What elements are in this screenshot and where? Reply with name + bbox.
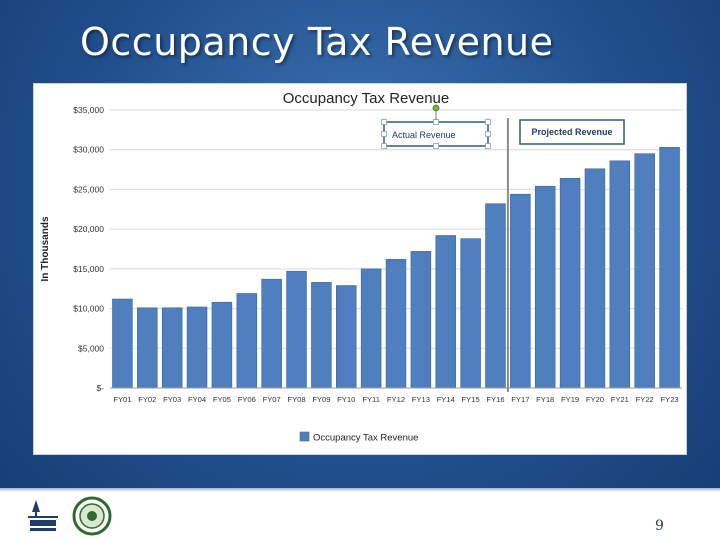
- y-tick-label: $20,000: [73, 224, 104, 234]
- bar: [211, 301, 233, 389]
- selection-handle: [485, 131, 491, 137]
- selection-handle: [485, 119, 491, 125]
- y-tick-label: $30,000: [73, 145, 104, 155]
- bar: [161, 307, 183, 389]
- x-tick-label: FY08: [287, 395, 305, 404]
- county-seal-logo: [72, 496, 112, 536]
- legend-label: Occupancy Tax Revenue: [313, 433, 418, 444]
- bar: [510, 193, 531, 389]
- bar: [261, 278, 282, 389]
- y-axis-label: In Thousands: [40, 216, 51, 281]
- bar: [534, 185, 556, 389]
- bar: [286, 270, 307, 389]
- x-tick-label: FY07: [263, 395, 281, 404]
- x-tick-label: FY19: [561, 395, 579, 404]
- legend-swatch: [299, 431, 310, 442]
- x-tick-label: FY15: [462, 395, 480, 404]
- rotation-handle: [432, 104, 440, 112]
- x-tick-label: FY20: [586, 395, 604, 404]
- x-tick-label: FY21: [611, 395, 629, 404]
- x-tick-label: FY09: [312, 395, 330, 404]
- x-tick-label: FY06: [238, 395, 256, 404]
- bar: [634, 153, 655, 389]
- y-tick-label: $5,000: [78, 343, 104, 353]
- bar: [410, 251, 432, 389]
- bar: [137, 307, 158, 389]
- chart-frame: Occupancy Tax Revenue $- $5,000 $10,000 $15,…: [34, 84, 686, 454]
- annotation-projected-box: [519, 119, 625, 145]
- x-tick-label: FY02: [138, 395, 156, 404]
- y-tick-label: $25,000: [73, 184, 104, 194]
- x-tick-label: FY23: [660, 395, 678, 404]
- bar: [609, 160, 631, 389]
- bar: [385, 259, 407, 389]
- x-tick-label: FY13: [412, 395, 430, 404]
- bar: [336, 285, 357, 389]
- annotation-projected-label: Projected Revenue: [531, 127, 612, 137]
- bar: [311, 282, 332, 389]
- annotation-actual-label: Actual Revenue: [392, 130, 456, 140]
- y-tick-label: $35,000: [73, 105, 104, 115]
- bar: [584, 168, 606, 389]
- wake-county-logo: [28, 500, 58, 531]
- x-tick-label: FY11: [362, 395, 380, 404]
- x-tick-label: FY05: [213, 395, 231, 404]
- x-tick-label: FY04: [188, 395, 206, 404]
- bar: [659, 147, 680, 389]
- bar: [559, 178, 581, 389]
- bar: [112, 298, 133, 389]
- x-tick-label: FY17: [511, 395, 529, 404]
- y-tick-label: $-: [96, 383, 104, 393]
- x-tick-label: FY10: [337, 395, 355, 404]
- bar: [485, 203, 506, 389]
- footer-band: [0, 488, 720, 540]
- page-number: 9: [655, 518, 664, 534]
- x-tick-label: FY22: [636, 395, 654, 404]
- chart-title: Occupancy Tax Revenue: [283, 90, 450, 107]
- y-tick-label: $10,000: [73, 304, 104, 314]
- x-tick-label: FY16: [486, 395, 504, 404]
- bar: [360, 268, 382, 389]
- x-tick-label: FY14: [437, 395, 455, 404]
- selection-handle: [433, 119, 439, 125]
- selection-handle: [381, 143, 387, 149]
- bar: [435, 235, 456, 389]
- bar: [186, 306, 208, 389]
- bar: [460, 238, 481, 389]
- selection-handle: [381, 119, 387, 125]
- selection-handle: [485, 143, 491, 149]
- x-tick-label: FY01: [113, 395, 131, 404]
- x-tick-label: FY18: [536, 395, 554, 404]
- selection-handle: [433, 143, 439, 149]
- bar: [236, 293, 258, 389]
- x-tick-label: FY12: [387, 395, 405, 404]
- chart: Occupancy Tax Revenue $- $5,000 $10,000 $15,…: [40, 90, 682, 444]
- y-tick-label: $15,000: [73, 264, 104, 274]
- slide-title: Occupancy Tax Revenue: [80, 20, 554, 64]
- selection-handle: [381, 131, 387, 137]
- x-tick-label: FY03: [163, 395, 181, 404]
